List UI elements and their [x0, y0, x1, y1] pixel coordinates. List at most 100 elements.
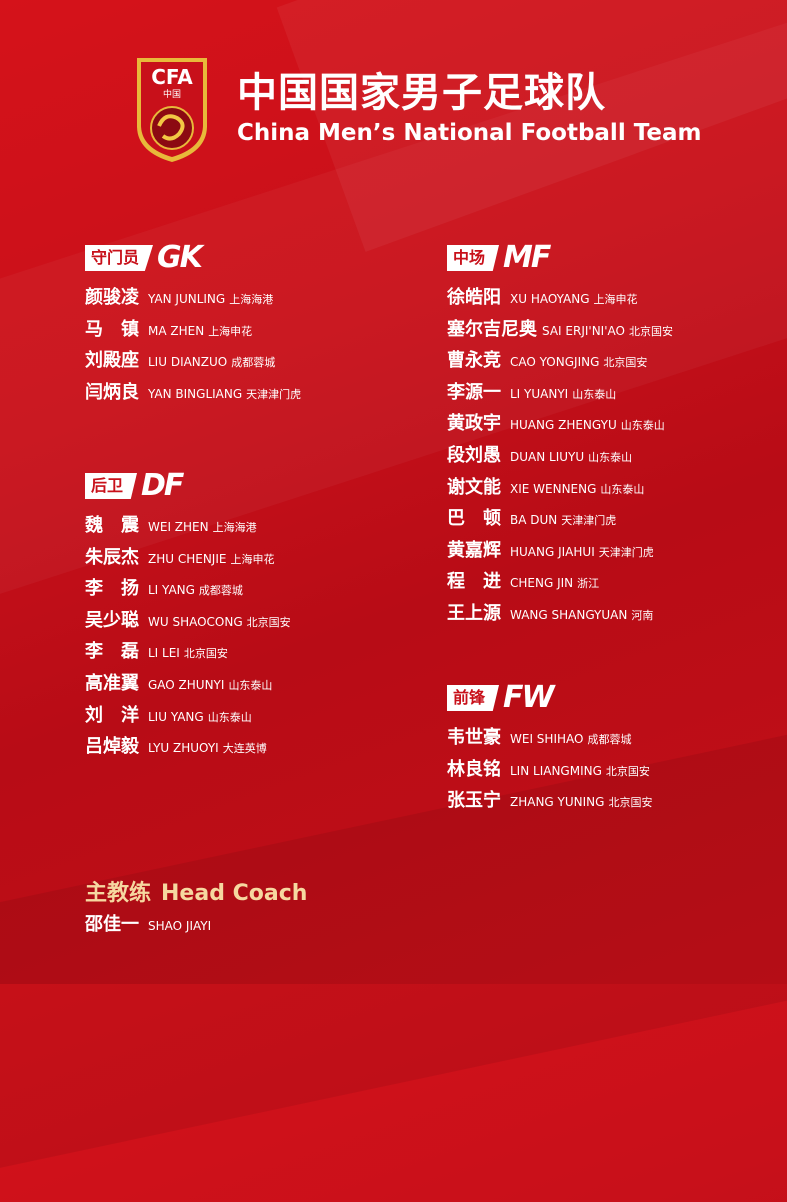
player-name-pinyin: XIE WENNENG	[510, 481, 597, 496]
position-code: DF	[141, 468, 184, 503]
player-club: 天津津门虎	[598, 545, 654, 559]
player-row: 曹永竞 CAO YONGJING 北京国安	[447, 346, 673, 378]
position-tag: 前锋	[447, 685, 500, 711]
player-name-cn: 高准翼	[85, 672, 139, 694]
player-club: 大连英博	[222, 742, 267, 756]
player-row: 林良铭 LIN LIANGMING 北京国安	[447, 755, 652, 787]
player-name-pinyin: WEI SHIHAO	[510, 732, 584, 746]
page-subtitle: China Men’s National Football Team	[237, 120, 702, 146]
player-name-pinyin: GAO ZHUNYI	[148, 677, 225, 692]
player-name-pinyin: LIN LIANGMING	[510, 763, 602, 778]
section-header: 中场 MF	[447, 243, 673, 273]
player-name-cn: 闫炳良	[85, 381, 139, 403]
page-title: 中国国家男子足球队	[237, 70, 606, 116]
player-name-cn: 韦世豪	[447, 727, 501, 748]
player-name-pinyin: CAO YONGJING	[510, 355, 600, 370]
player-name-pinyin: DUAN LIUYU	[510, 449, 585, 464]
position-tag: 后卫	[85, 473, 138, 499]
player-name-pinyin: BA DUN	[510, 513, 558, 528]
player-name-pinyin: HUANG JIAHUI	[510, 544, 595, 559]
cfa-logo: CFA 中国	[137, 58, 207, 162]
position-tag: 守门员	[85, 245, 154, 271]
player-club: 上海申花	[593, 293, 638, 306]
player-name-cn: 林良铭	[447, 758, 501, 780]
player-name-cn: 徐皓阳	[447, 287, 501, 308]
player-row: 张玉宁 ZHANG YUNING 北京国安	[447, 786, 652, 818]
player-row: 朱辰杰 ZHU CHENJIE 上海申花	[85, 543, 291, 575]
player-name-cn: 魏 震	[85, 515, 139, 536]
player-name-cn: 谢文能	[447, 476, 501, 498]
player-name-pinyin: LIU YANG	[148, 709, 204, 724]
player-club: 上海申花	[208, 324, 253, 338]
player-name-pinyin: MA ZHEN	[148, 323, 205, 338]
player-row: 刘 洋 LIU YANG 山东泰山	[85, 701, 291, 733]
player-row: 马 镇 MA ZHEN 上海申花	[85, 315, 301, 347]
player-name-cn: 段刘愚	[447, 444, 501, 466]
player-name-cn: 曹永竞	[447, 350, 501, 372]
player-row: 刘殿座 LIU DIANZUO 成都蓉城	[85, 346, 301, 378]
player-name-cn: 黄嘉辉	[447, 539, 501, 561]
player-name-pinyin: LIU DIANZUO	[148, 355, 228, 370]
player-club: 成都蓉城	[198, 584, 243, 598]
player-club: 北京国安	[246, 615, 291, 629]
player-row: 李 磊 LI LEI 北京国安	[85, 637, 291, 669]
player-name-pinyin: XU HAOYANG	[510, 292, 590, 306]
coach-name-cn: 邵佳一	[85, 914, 139, 935]
player-club: 上海海港	[229, 293, 274, 306]
player-club: 上海申花	[230, 552, 275, 566]
player-name-pinyin: YAN JUNLING	[148, 292, 226, 306]
player-name-cn: 刘殿座	[85, 350, 139, 372]
player-club: 山东泰山	[620, 419, 665, 433]
section-df: 后卫 DF 魏 震 WEI ZHEN 上海海港 朱辰杰 ZHU CHENJIE …	[85, 471, 291, 764]
player-name-cn: 张玉宁	[447, 790, 501, 812]
player-club: 山东泰山	[588, 450, 633, 464]
section-mf: 中场 MF 徐皓阳 XU HAOYANG 上海申花 塞尔吉尼奥 SAI ERJI…	[447, 243, 673, 631]
player-name-pinyin: LI LEI	[148, 646, 180, 661]
player-name-cn: 马 镇	[85, 318, 139, 340]
player-name-cn: 黄政宇	[447, 413, 501, 435]
player-club: 上海海港	[212, 521, 257, 534]
player-club: 北京国安	[183, 647, 228, 661]
player-name-cn: 巴 顿	[447, 508, 501, 530]
player-name-cn: 王上源	[447, 602, 501, 624]
player-name-pinyin: WEI ZHEN	[148, 520, 209, 534]
player-row: 巴 顿 BA DUN 天津津门虎	[447, 504, 673, 536]
player-row: 闫炳良 YAN BINGLIANG 天津津门虎	[85, 378, 301, 410]
player-name-cn: 程 进	[447, 571, 501, 593]
player-name-pinyin: SAI ERJI'NI'AO	[542, 323, 625, 338]
player-row: 吴少聪 WU SHAOCONG 北京国安	[85, 606, 291, 638]
player-name-cn: 李源一	[447, 381, 501, 403]
player-row: 黄嘉辉 HUANG JIAHUI 天津津门虎	[447, 536, 673, 568]
player-club: 北京国安	[628, 324, 673, 338]
player-club: 成都蓉城	[231, 356, 276, 370]
player-club: 天津津门虎	[561, 514, 617, 528]
player-club: 山东泰山	[572, 387, 617, 401]
player-row: 李源一 LI YUANYI 山东泰山	[447, 378, 673, 410]
player-name-cn: 李 磊	[85, 641, 139, 663]
player-name-cn: 塞尔吉尼奥	[447, 318, 537, 340]
section-gk: 守门员 GK 颜骏凌 YAN JUNLING 上海海港 马 镇 MA ZHEN …	[85, 243, 301, 409]
background-stripe	[0, 698, 787, 1202]
player-name-cn: 朱辰杰	[85, 546, 139, 568]
player-name-pinyin: ZHU CHENJIE	[148, 551, 227, 566]
position-tag: 中场	[447, 245, 500, 271]
head-coach-heading: 主教练 Head Coach	[85, 875, 307, 907]
coach-name-pinyin: SHAO JIAYI	[148, 919, 212, 933]
player-club: 山东泰山	[207, 710, 252, 724]
position-code: GK	[157, 240, 203, 275]
head-coach-title-cn: 主教练	[85, 881, 152, 906]
player-name-cn: 颜骏凌	[85, 287, 139, 308]
player-club: 北京国安	[608, 796, 653, 810]
player-row: 段刘愚 DUAN LIUYU 山东泰山	[447, 441, 673, 473]
player-row: 魏 震 WEI ZHEN 上海海港	[85, 511, 291, 543]
player-club: 北京国安	[603, 356, 648, 370]
player-name-pinyin: LI YANG	[148, 583, 195, 598]
player-row: 高准翼 GAO ZHUNYI 山东泰山	[85, 669, 291, 701]
player-name-pinyin: YAN BINGLIANG	[148, 386, 243, 401]
player-row: 徐皓阳 XU HAOYANG 上海申花	[447, 283, 673, 315]
player-name-cn: 李 扬	[85, 578, 139, 600]
player-name-pinyin: LI YUANYI	[510, 386, 569, 401]
player-club: 成都蓉城	[587, 733, 632, 746]
player-name-pinyin: WANG SHANGYUAN	[510, 607, 628, 622]
position-code: FW	[503, 680, 555, 715]
